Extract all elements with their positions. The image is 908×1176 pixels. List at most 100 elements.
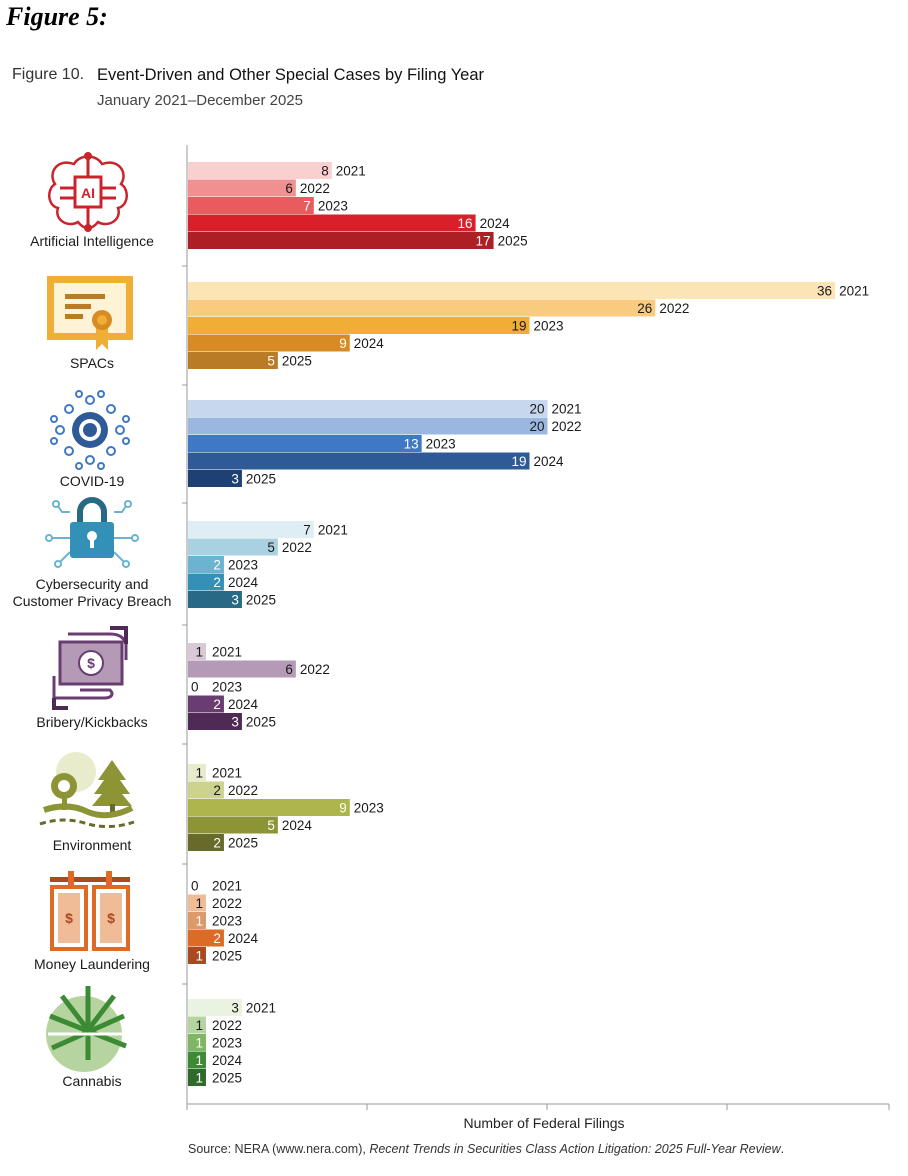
bar-year-label: 2022 [282,540,312,555]
bar-value-label: 1 [195,1036,203,1051]
bar-value-label: 2 [213,783,221,798]
money-exchange-icon: $ [52,626,128,710]
bar-year-label: 2021 [212,645,242,660]
bar-value-label: 9 [339,336,347,351]
bar-value-label: 2 [213,558,221,573]
bar [188,299,656,317]
bar-value-label: 2 [213,575,221,590]
bar-year-label: 2023 [212,914,242,929]
bar [188,317,530,334]
bar [188,282,836,299]
bar [188,435,422,452]
bar-year-label: 2022 [212,896,242,911]
bar [188,179,296,197]
bar-value-label: 19 [511,454,526,469]
bar-year-label: 2024 [228,575,259,590]
bar-value-label: 5 [267,540,275,555]
bar-group: 36 2021 26 2022 19 2023 9 2024 5 2025 [188,282,869,369]
bar [188,929,224,947]
bar-year-label: 2025 [246,593,276,608]
certificate-icon [47,276,133,350]
bar-value-label: 1 [195,949,203,964]
bar-year-label: 2024 [534,454,565,469]
bar [188,573,224,591]
bar-year-label: 2022 [659,301,689,316]
bar-year-label: 2024 [212,1053,243,1068]
category-label: Artificial Intelligence [30,233,154,249]
bar [188,162,332,179]
bar [188,470,242,487]
category-label: Bribery/Kickbacks [36,714,147,730]
bar [188,538,278,556]
source-note: Source: NERA (www.nera.com), Recent Tren… [188,1142,784,1156]
bar [188,1069,206,1086]
bar [188,816,278,834]
bar [188,660,296,678]
chart-subtitle: January 2021–December 2025 [97,92,303,109]
category-label: Money Laundering [34,956,150,972]
bar [188,764,206,781]
bar [188,452,530,470]
bar [188,352,278,369]
bar [188,947,206,964]
bar-year-label: 2021 [336,164,366,179]
bar-value-label: 1 [195,1018,203,1033]
bar [188,781,224,799]
bar-year-label: 2023 [426,437,456,452]
bar [188,197,314,214]
bar-value-label: 2 [213,931,221,946]
category-label: Cannabis [62,1073,121,1089]
bar-value-label: 6 [285,662,293,677]
bar [188,334,350,352]
bar-year-label: 2021 [318,523,348,538]
cannabis-icon [46,986,128,1072]
bar-year-label: 2021 [212,879,242,894]
bar-value-label: 1 [195,914,203,929]
category-label: Environment [53,837,132,853]
svg-text:$: $ [107,910,115,926]
bar-value-label: 5 [267,354,275,369]
bar [188,643,206,660]
bar-value-label: 7 [303,199,311,214]
bar [188,214,476,232]
bar [188,834,224,851]
bar-value-label: 8 [321,164,329,179]
bar-year-label: 2025 [282,354,312,369]
category-label: Cybersecurity and [36,576,149,592]
bar-value-label: 1 [195,1071,203,1086]
bar-year-label: 2022 [300,181,330,196]
bar [188,556,224,573]
bar [188,999,242,1016]
bar-year-label: 2023 [318,199,348,214]
bar-value-label: 0 [191,879,199,894]
bar [188,695,224,713]
bar-value-label: 1 [195,645,203,660]
bar-year-label: 2024 [480,216,511,231]
category-label: COVID-19 [60,473,125,489]
bar-year-label: 2025 [246,715,276,730]
bar [188,1051,206,1069]
bar-value-label: 5 [267,818,275,833]
bar-year-label: 2024 [228,697,259,712]
bar [188,713,242,730]
bar-year-label: 2023 [212,680,242,695]
bar-value-label: 9 [339,801,347,816]
svg-text:$: $ [65,910,73,926]
bar-year-label: 2023 [212,1036,242,1051]
bar-value-label: 13 [404,437,419,452]
bar [188,1034,206,1051]
bar-value-label: 7 [303,523,311,538]
bar [188,894,206,912]
bar-group: 0 2021 1 2022 1 2023 2 2024 1 2025 [188,879,258,964]
bar-value-label: 17 [476,234,491,249]
category-label: SPACs [70,355,114,371]
bar-value-label: 3 [231,472,239,487]
bar-year-label: 2023 [354,801,384,816]
bar-group: 1 2021 2 2022 9 2023 5 2024 2 2025 [188,764,384,851]
bar-year-label: 2023 [534,319,564,334]
bar [188,799,350,816]
x-axis-label: Number of Federal Filings [463,1115,624,1131]
virus-icon [50,390,130,470]
svg-text:AI: AI [81,185,95,201]
